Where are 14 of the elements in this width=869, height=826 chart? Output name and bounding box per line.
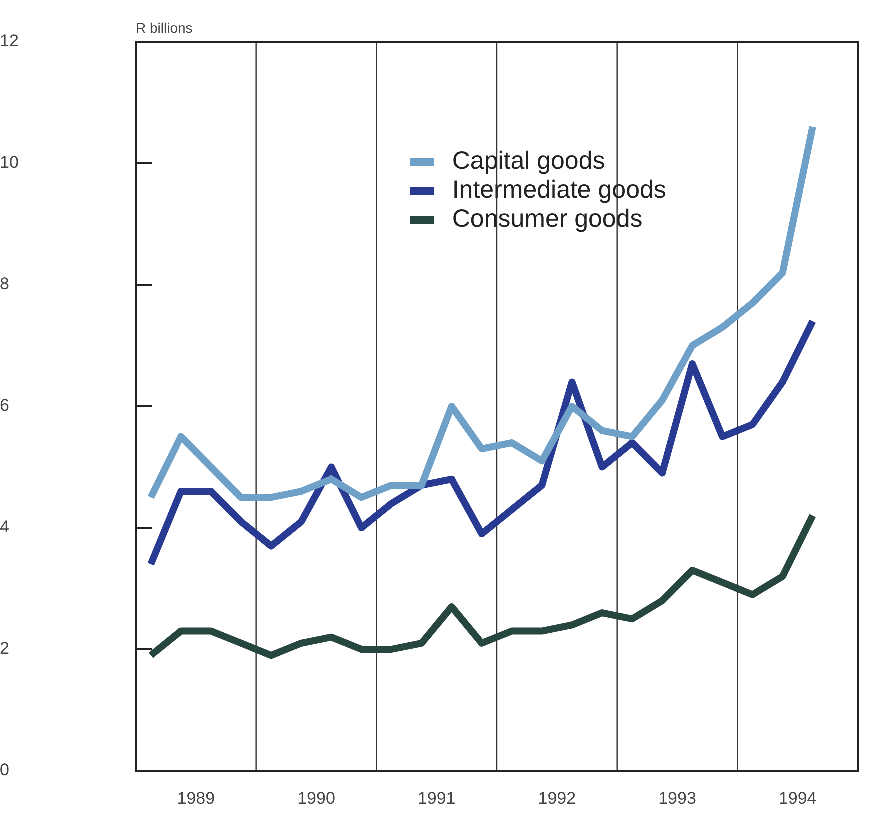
y-axis-title: R billions xyxy=(136,20,193,36)
x-tick-label: 1991 xyxy=(418,788,456,808)
x-tick-label: 1992 xyxy=(538,788,576,808)
x-tick-label: 1990 xyxy=(298,788,336,808)
y-tick-label: 8 xyxy=(0,274,10,294)
y-tick-label: 2 xyxy=(0,639,10,658)
y-tick-label: 10 xyxy=(0,153,19,172)
x-tick-label: 1993 xyxy=(658,788,696,808)
y-tick-label: 4 xyxy=(0,518,10,537)
x-tick-label: 1989 xyxy=(177,788,216,808)
y-tick-label: 12 xyxy=(0,32,19,51)
x-tick-label: 1994 xyxy=(778,788,817,808)
y-tick-label: 0 xyxy=(0,760,10,780)
y-tick-label: 6 xyxy=(0,396,10,416)
